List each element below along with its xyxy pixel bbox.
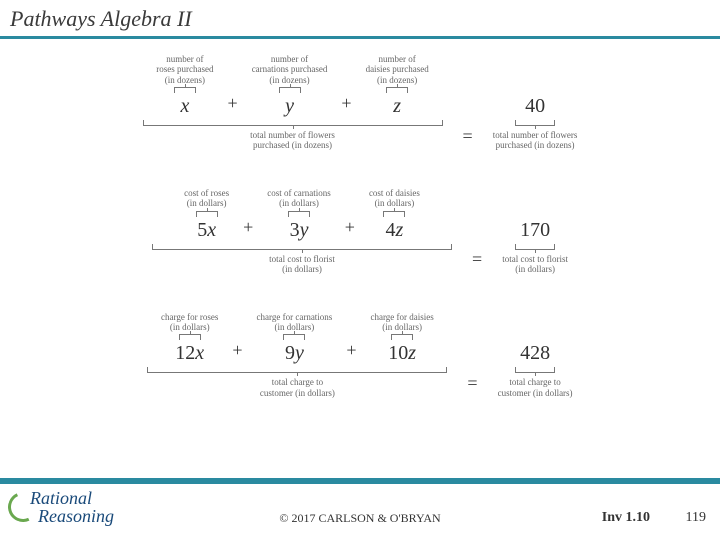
lhs-label: total charge tocustomer (in dollars): [260, 377, 335, 398]
lhs-label: total cost to florist(in dollars): [269, 254, 335, 275]
bracket-icon: [279, 87, 301, 93]
rhs-label: total cost to florist(in dollars): [502, 254, 568, 275]
term-label: charge for roses(in dollars): [161, 300, 218, 332]
bracket-icon: [383, 211, 405, 217]
plus-op: +: [218, 340, 256, 365]
bracket-icon: [147, 367, 447, 373]
term-var: 12x: [169, 342, 210, 365]
equation-1: number ofroses purchased(in dozens) x + …: [60, 53, 660, 151]
bracket-icon: [515, 244, 555, 250]
term-label: number ofcarnations purchased(in dozens): [252, 53, 328, 85]
rhs-label: total charge tocustomer (in dollars): [498, 377, 573, 398]
equals-op: =: [452, 249, 502, 274]
plus-op: +: [229, 217, 267, 242]
bracket-icon: [288, 211, 310, 217]
term-label: number ofroses purchased(in dozens): [156, 53, 213, 85]
slide-content: number ofroses purchased(in dozens) x + …: [0, 39, 720, 398]
lhs-label: total number of flowerspurchased (in doz…: [250, 130, 335, 151]
rhs-value: 170: [516, 219, 554, 242]
term-var: z: [387, 95, 407, 118]
term-var: x: [174, 95, 195, 118]
term-label: cost of roses(in dollars): [184, 177, 229, 209]
rhs-value: 428: [516, 342, 554, 365]
bracket-icon: [174, 87, 196, 93]
term-var: 5x: [191, 219, 222, 242]
slide-header: Pathways Algebra II: [0, 0, 720, 39]
bracket-icon: [196, 211, 218, 217]
term-var: 3y: [284, 219, 315, 242]
bracket-icon: [283, 334, 305, 340]
slide-footer: Rational Reasoning © 2017 CARLSON & O'BR…: [0, 478, 720, 540]
plus-op: +: [214, 93, 252, 118]
term-var: 9y: [279, 342, 310, 365]
logo-text: Reasoning: [38, 506, 114, 527]
equals-op: =: [447, 373, 497, 398]
rhs-value: 40: [521, 95, 549, 118]
term-var: y: [279, 95, 300, 118]
equation-3: charge for roses(in dollars) 12x + charg…: [60, 300, 660, 398]
copyright-text: © 2017 CARLSON & O'BRYAN: [279, 511, 440, 526]
bracket-icon: [515, 367, 555, 373]
plus-op: +: [332, 340, 370, 365]
plus-op: +: [331, 217, 369, 242]
bracket-icon: [179, 334, 201, 340]
page-number: 119: [686, 510, 706, 526]
course-title: Pathways Algebra II: [10, 6, 710, 32]
investigation-number: Inv 1.10: [602, 510, 650, 526]
bracket-icon: [515, 120, 555, 126]
bracket-icon: [143, 120, 443, 126]
equals-op: =: [443, 126, 493, 151]
bracket-icon: [152, 244, 452, 250]
term-label: charge for carnations(in dollars): [257, 300, 333, 332]
term-label: charge for daisies(in dollars): [370, 300, 433, 332]
term-var: 4z: [380, 219, 410, 242]
term-label: cost of carnations(in dollars): [267, 177, 330, 209]
rhs-label: total number of flowerspurchased (in doz…: [493, 130, 578, 151]
logo: Rational Reasoning: [8, 482, 128, 532]
term-var: 10z: [382, 342, 422, 365]
bracket-icon: [386, 87, 408, 93]
term-label: cost of daisies(in dollars): [369, 177, 420, 209]
plus-op: +: [327, 93, 365, 118]
equation-2: cost of roses(in dollars) 5x + cost of c…: [60, 177, 660, 275]
term-label: number ofdaisies purchased(in dozens): [366, 53, 429, 85]
bracket-icon: [391, 334, 413, 340]
